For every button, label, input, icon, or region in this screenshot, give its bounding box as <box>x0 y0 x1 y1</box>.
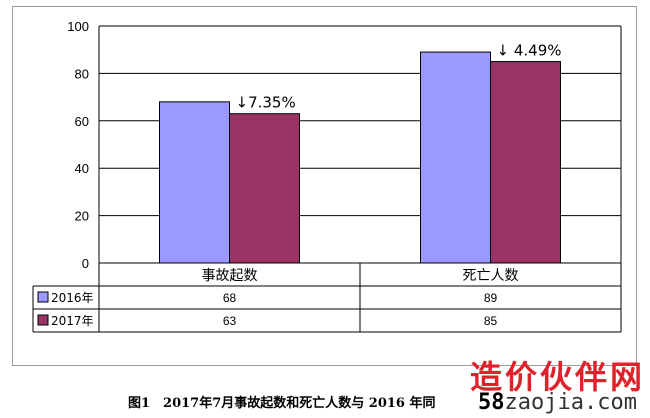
y-axis: 0 20 40 60 80 100 <box>67 19 622 271</box>
chart-frame: 0 20 40 60 80 100 ↓7.35% ↓ 4.49% 事故起数 死亡人数 2016年… <box>12 6 637 366</box>
annotations: ↓7.35% ↓ 4.49% <box>236 42 562 112</box>
legend-label: 2017年 <box>51 314 94 328</box>
table-cell-value: 63 <box>223 314 237 328</box>
watermark-url: 58zaojia.com <box>478 390 637 415</box>
bars <box>159 51 561 264</box>
bar <box>229 113 300 264</box>
x-category-label: 事故起数 <box>202 268 258 284</box>
figure-caption: 图1 2017年7月事故起数和死亡人数与 2016 年同 <box>128 396 436 411</box>
y-tick-label: 0 <box>82 256 89 271</box>
bar <box>420 51 491 264</box>
x-category-label: 死亡人数 <box>463 268 519 284</box>
legend-swatch <box>37 314 49 326</box>
table-cell-value: 85 <box>484 314 498 328</box>
table-cell-value: 89 <box>484 291 498 305</box>
y-tick-label: 40 <box>75 161 89 176</box>
bar-chart: 0 20 40 60 80 100 ↓7.35% ↓ 4.49% 事故起数 死亡人数 2016年… <box>32 19 622 333</box>
y-tick-label: 100 <box>67 19 89 34</box>
bar <box>159 101 230 264</box>
legend-swatch <box>37 291 49 303</box>
change-annotation: ↓7.35% <box>236 94 296 112</box>
change-annotation: ↓ 4.49% <box>497 42 562 60</box>
legend-label: 2016年 <box>51 291 94 305</box>
y-tick-label: 20 <box>75 209 89 224</box>
table-cell-value: 68 <box>223 291 237 305</box>
watermark-url-domain: zaojia.com <box>504 390 637 415</box>
data-table: 事故起数 死亡人数 2016年 68 89 2017年 63 85 <box>32 262 622 333</box>
y-tick-label: 80 <box>75 66 89 81</box>
watermark-url-number: 58 <box>478 390 505 415</box>
watermark-brand: 造价伙伴网 <box>470 358 646 396</box>
y-tick-label: 60 <box>75 114 89 129</box>
bar <box>490 61 561 264</box>
